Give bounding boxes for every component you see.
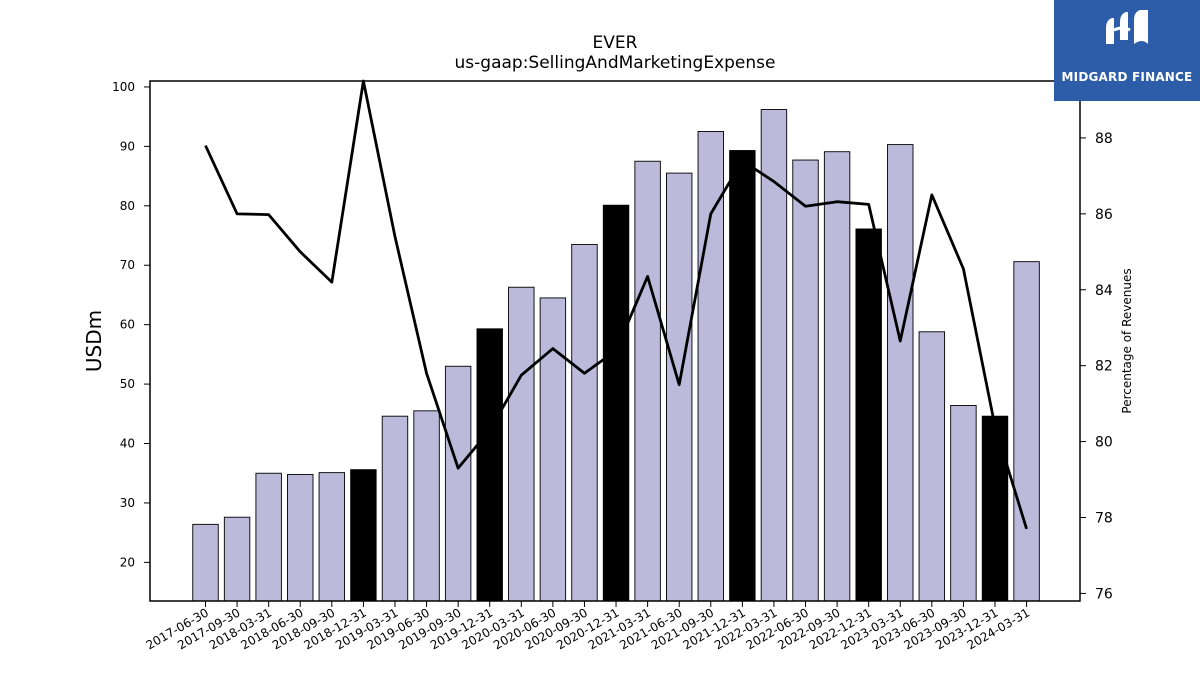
bar-2018-09-30 <box>318 472 346 602</box>
bar-2023-06-30 <box>918 331 946 602</box>
y-tick-label: 20 <box>120 555 135 569</box>
bar-2019-03-31 <box>381 415 409 602</box>
bar-2019-12-31 <box>476 328 503 602</box>
bar-2018-06-30 <box>287 473 314 602</box>
y-tick-label: 30 <box>120 496 135 510</box>
bar-2020-09-30 <box>571 243 598 602</box>
x-axis: 2017-06-302017-09-302018-03-312018-06-30… <box>144 601 1032 652</box>
bar-2019-06-30 <box>413 410 440 602</box>
bar-2022-09-30 <box>823 151 851 602</box>
bar-2021-03-31 <box>634 160 661 602</box>
bar-2024-03-31 <box>1013 261 1040 602</box>
bar-2021-12-31 <box>729 150 756 602</box>
y2-tick-label: 82 <box>1095 359 1113 375</box>
y2-tick-label: 84 <box>1095 283 1113 299</box>
plot-area <box>149 80 1081 602</box>
y2-tick-label: 76 <box>1095 586 1113 602</box>
bar-2021-06-30 <box>666 172 693 602</box>
logo-mark-icon <box>1106 10 1148 44</box>
bar-2022-12-31 <box>855 228 882 602</box>
chart-title: EVER <box>593 33 638 53</box>
bar-2021-09-30 <box>697 131 724 602</box>
y-tick-label: 60 <box>120 318 135 332</box>
y2-tick-label: 88 <box>1095 131 1113 147</box>
y2-tick-label: 78 <box>1095 510 1113 526</box>
bar-2018-03-31 <box>255 472 282 602</box>
y2-tick-label: 80 <box>1095 435 1113 451</box>
bar-series <box>192 109 1040 602</box>
y-axis-label: USDm <box>82 310 106 372</box>
y2-axis-label: Percentage of Revenues <box>1120 268 1134 413</box>
bar-2023-03-31 <box>887 144 914 602</box>
bar-2023-09-30 <box>950 405 977 602</box>
y-tick-label: 70 <box>120 258 135 272</box>
bar-2022-03-31 <box>760 109 788 602</box>
bar-2019-09-30 <box>444 365 472 602</box>
brand-logo: MIDGARD FINANCE <box>1054 0 1200 101</box>
y2-tick-label: 86 <box>1095 207 1113 223</box>
brand-name: MIDGARD FINANCE <box>1061 70 1193 84</box>
bar-2017-09-30 <box>223 516 251 602</box>
y-tick-label: 90 <box>120 139 135 153</box>
bar-2018-12-31 <box>350 469 377 602</box>
chart-subtitle: us-gaap:SellingAndMarketingExpense <box>455 53 776 73</box>
bar-2020-12-31 <box>602 204 630 602</box>
bar-2020-06-30 <box>539 297 567 602</box>
bar-2023-12-31 <box>981 415 1009 602</box>
y-tick-label: 80 <box>120 199 135 213</box>
bar-2020-03-31 <box>508 286 535 602</box>
bar-2022-06-30 <box>792 159 819 602</box>
y-axis-right: 76 78 80 82 84 86 88 <box>1080 131 1113 602</box>
bar-2017-06-30 <box>192 523 219 602</box>
y-axis-left: 20 30 40 50 60 70 80 90 100 <box>112 80 150 569</box>
y-tick-label: 100 <box>112 80 135 94</box>
y-tick-label: 40 <box>120 437 135 451</box>
y-tick-label: 50 <box>120 377 135 391</box>
